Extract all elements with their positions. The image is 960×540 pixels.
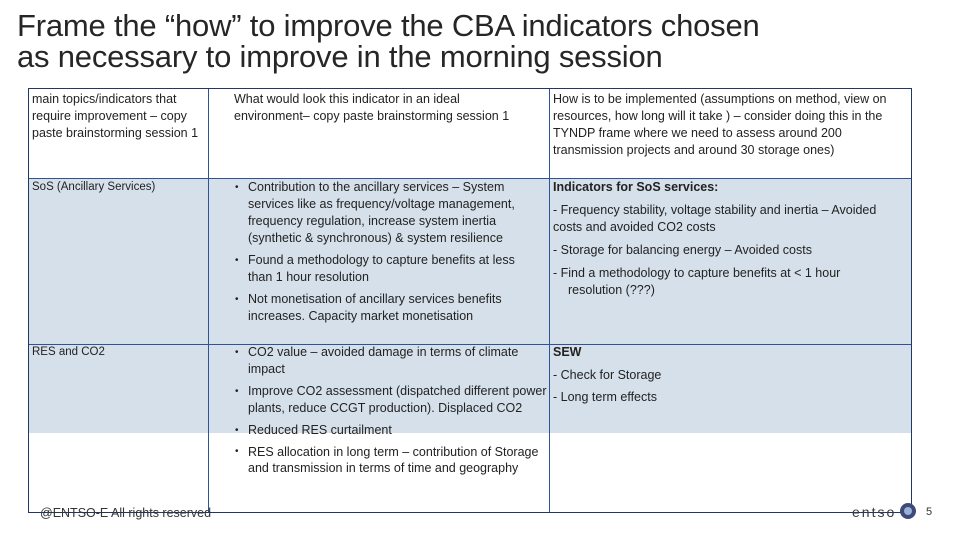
column-divider-1 bbox=[208, 89, 209, 512]
topic-res: RES and CO2 bbox=[32, 346, 105, 358]
logo-circle-icon bbox=[900, 503, 916, 519]
how-res: SEW - Check for Storage - Long term effe… bbox=[553, 344, 893, 406]
ideal-res: CO2 value – avoided damage in terms of c… bbox=[232, 344, 547, 476]
ideal-res-item: Reduced RES curtailment bbox=[232, 422, 547, 439]
ideal-sos-item: Contribution to the ancillary services –… bbox=[232, 179, 537, 247]
how-res-title: SEW bbox=[553, 345, 582, 359]
title-line-1: Frame the “how” to improve the CBA indic… bbox=[17, 8, 760, 43]
header-topics: main topics/indicators that require impr… bbox=[32, 92, 199, 140]
page-number: 5 bbox=[926, 506, 933, 518]
ideal-sos-item: Found a methodology to capture benefits … bbox=[232, 252, 537, 286]
title-line-2: as necessary to improve in the morning s… bbox=[17, 39, 663, 74]
slide-title: Frame the “how” to improve the CBA indic… bbox=[17, 10, 947, 72]
how-sos-title: Indicators for SoS services: bbox=[553, 180, 719, 194]
logo-text: entso bbox=[852, 504, 897, 520]
column-divider-2 bbox=[549, 89, 550, 512]
how-sos-item: - Storage for balancing energy – Avoided… bbox=[553, 243, 812, 257]
how-res-item: - Check for Storage bbox=[553, 368, 662, 382]
how-sos-item: - Frequency stability, voltage stability… bbox=[553, 203, 877, 234]
entsoe-logo: entso bbox=[852, 502, 916, 522]
ideal-sos-item: Not monetisation of ancillary services b… bbox=[232, 291, 537, 325]
header-how: How is to be implemented (assumptions on… bbox=[553, 92, 887, 157]
ideal-res-item: Improve CO2 assessment (dispatched diffe… bbox=[232, 383, 547, 417]
copyright-footer: @ENTSO-E All rights reserved bbox=[40, 506, 212, 520]
how-sos: Indicators for SoS services: - Frequency… bbox=[553, 179, 893, 299]
ideal-res-item: RES allocation in long term – contributi… bbox=[232, 444, 547, 476]
topic-sos: SoS (Ancillary Services) bbox=[32, 181, 156, 193]
how-sos-item: - Find a methodology to capture benefits… bbox=[553, 266, 841, 297]
how-res-item: - Long term effects bbox=[553, 390, 657, 404]
cba-table: main topics/indicators that require impr… bbox=[28, 88, 912, 513]
ideal-sos: Contribution to the ancillary services –… bbox=[232, 179, 537, 325]
header-ideal: What would look this indicator in an ide… bbox=[234, 92, 510, 123]
ideal-res-item: CO2 value – avoided damage in terms of c… bbox=[232, 344, 547, 378]
